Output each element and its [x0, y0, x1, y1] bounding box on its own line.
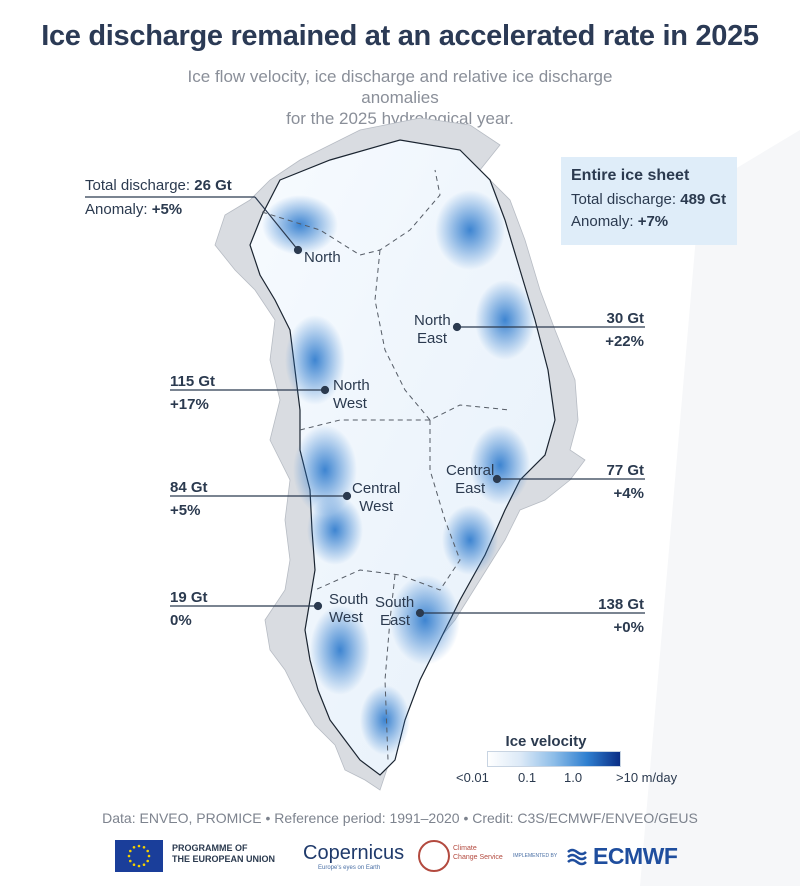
legend-tick-3: 1.0: [564, 770, 583, 785]
north-east-name-line2: East: [417, 330, 448, 347]
entire-ice-sheet-discharge: Total discharge: 489 Gt: [571, 191, 726, 208]
legend-tick-1: <0.01: [456, 770, 489, 785]
south-west-name-line1: South: [329, 591, 369, 608]
implemented-by-text: IMPLEMENTED BY: [513, 853, 558, 859]
background-fan: [640, 130, 800, 886]
north-dot: [293, 245, 303, 255]
north-west-region-name: North West: [333, 377, 370, 413]
south-east-name-line2: East: [380, 612, 411, 629]
credit-line: Data: ENVEO, PROMICE • Reference period:…: [102, 810, 698, 826]
north-discharge-prefix: Total discharge:: [85, 177, 195, 194]
south-west-region-name: South West: [329, 591, 368, 627]
central-west-name-line2: West: [359, 498, 394, 515]
central-east-anomaly: +4%: [604, 485, 644, 502]
central-east-name-line1: Central: [446, 462, 495, 479]
c3s-line1: Climate: [453, 845, 477, 852]
c3s-line2: Change Service: [453, 854, 503, 861]
velocity-patches: [262, 190, 535, 755]
north-east-name-line1: North: [414, 312, 451, 329]
north-region-name: North: [304, 249, 341, 266]
central-east-anomaly-value: +4%: [613, 485, 644, 502]
entire-ice-sheet-box: Entire ice sheet Total discharge: 489 Gt…: [561, 157, 737, 245]
south-east-anomaly-value: +0%: [613, 619, 644, 636]
north-anomaly-prefix: Anomaly:: [85, 201, 152, 218]
region-boundaries: [261, 169, 511, 761]
ecmwf-logo: ECMWF: [593, 843, 678, 869]
south-east-anomaly: +0%: [594, 619, 644, 636]
c3s-logo-text: Climate Change Service: [453, 844, 503, 862]
central-west-discharge: 84 Gt: [170, 479, 208, 496]
central-east-name-line2: East: [455, 480, 486, 497]
central-west-region-name: Central West: [352, 480, 400, 516]
north-west-dot: [320, 385, 330, 395]
entire-anomaly-prefix: Anomaly:: [571, 213, 638, 230]
south-east-name-line1: South: [375, 594, 415, 611]
south-west-discharge-value: 19 Gt: [170, 589, 208, 606]
page-title: Ice discharge remained at an accelerated…: [41, 20, 759, 52]
north-east-anomaly: +22%: [594, 333, 644, 350]
copernicus-logo: Copernicus: [303, 842, 405, 864]
north-east-discharge-value: 30 Gt: [606, 310, 644, 327]
legend-tick-2: 0.1: [518, 770, 537, 785]
north-leader-diag: [254, 196, 299, 251]
central-west-discharge-value: 84 Gt: [170, 479, 208, 496]
north-west-anomaly: +17%: [170, 396, 209, 413]
central-west-anomaly: +5%: [170, 502, 200, 519]
north-discharge-value: 26 Gt: [194, 177, 232, 194]
eu-flag-logo: [115, 840, 163, 872]
south-west-dot: [313, 601, 323, 611]
south-west-anomaly-value: 0%: [170, 612, 192, 629]
eu-text-line2: THE EUROPEAN UNION: [172, 854, 276, 864]
entire-ice-sheet-heading: Entire ice sheet: [571, 167, 690, 184]
legend-title: Ice velocity: [505, 733, 587, 750]
entire-anomaly-value: +7%: [637, 213, 669, 230]
central-west-name-line1: Central: [352, 480, 401, 497]
south-west-anomaly: 0%: [170, 612, 192, 629]
north-anomaly-label: Anomaly: +5%: [85, 201, 182, 218]
central-east-region-name: Central East: [446, 462, 494, 498]
entire-ice-sheet-anomaly: Anomaly: +7%: [571, 213, 668, 230]
south-east-discharge: 138 Gt: [594, 596, 644, 613]
north-east-anomaly-value: +22%: [605, 333, 644, 350]
south-east-dot: [415, 608, 425, 618]
c3s-logo-icon: [418, 840, 450, 872]
copernicus-tagline: Europe's eyes on Earth: [318, 865, 381, 871]
north-east-dot: [452, 322, 462, 332]
legend-color-bar: [487, 751, 621, 767]
central-east-discharge-value: 77 Gt: [606, 462, 644, 479]
north-discharge-label: Total discharge: 26 Gt: [85, 177, 232, 194]
eu-programme-text: PROGRAMME OF THE EUROPEAN UNION: [172, 843, 275, 865]
page-subtitle: Ice flow velocity, ice discharge and rel…: [150, 66, 650, 129]
south-east-region-name: South East: [375, 594, 414, 630]
entire-discharge-value: 489 Gt: [680, 191, 727, 208]
north-anomaly-value: +5%: [151, 201, 183, 218]
north-west-discharge-value: 115 Gt: [170, 373, 216, 390]
central-west-anomaly-value: +5%: [170, 502, 201, 519]
north-west-name-line2: West: [333, 395, 367, 412]
central-west-dot: [342, 491, 352, 501]
central-east-discharge: 77 Gt: [604, 462, 644, 479]
south-west-name-line2: West: [329, 609, 363, 626]
north-east-discharge: 30 Gt: [604, 310, 644, 327]
eu-text-line1: PROGRAMME OF: [172, 843, 248, 853]
entire-discharge-prefix: Total discharge:: [571, 191, 681, 208]
north-west-name-line1: North: [333, 377, 370, 394]
south-west-discharge: 19 Gt: [170, 589, 208, 606]
ecmwf-icon: [567, 848, 587, 866]
north-east-region-name: North East: [414, 312, 451, 348]
south-east-discharge-value: 138 Gt: [598, 596, 644, 613]
central-east-dot: [492, 474, 502, 484]
north-west-discharge: 115 Gt: [170, 373, 215, 390]
north-west-anomaly-value: +17%: [170, 396, 209, 413]
legend-tick-4: >10 m/day: [616, 770, 678, 785]
subtitle-line-1: Ice flow velocity, ice discharge and rel…: [187, 67, 613, 107]
